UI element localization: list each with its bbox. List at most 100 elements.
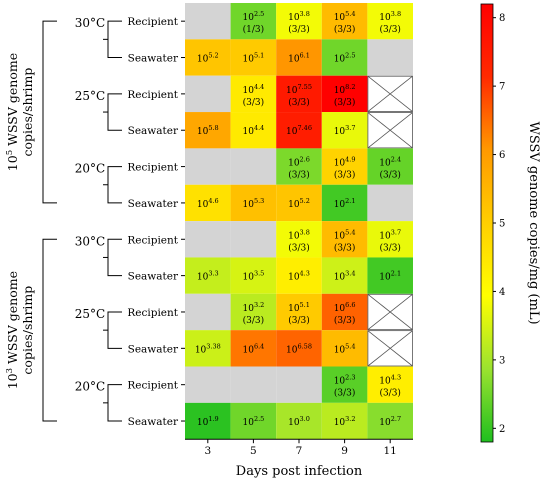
heatmap-cell [230, 75, 277, 113]
cell-no-data [185, 75, 231, 113]
cell-excluded-cross [367, 293, 413, 330]
cell-value-label: 106.58 [286, 342, 312, 355]
group-label: 103 WSSV genome [5, 271, 20, 389]
cell-value-label: 102.5 [243, 415, 265, 428]
cell-value-label: 105.4 [334, 342, 356, 355]
colorbar-tick-label: 7 [499, 82, 505, 93]
temperature-bracket [107, 311, 122, 349]
cell-value-label: 102.3 [334, 374, 356, 387]
cell-value-label: 107.46 [286, 124, 312, 137]
cell-value-label: 105.4 [334, 228, 356, 241]
x-tick-label: 9 [341, 445, 348, 457]
temperature-label: 30°C [75, 234, 105, 248]
cell-count-label: (3/3) [379, 170, 401, 181]
temperature-bracket [107, 20, 122, 59]
cell-value-label: 103.38 [195, 342, 221, 355]
cell-excluded-cross [367, 330, 413, 367]
heatmap-cell [367, 148, 413, 185]
colorbar-tick-label: 5 [499, 219, 505, 230]
heatmap-cell [276, 184, 322, 222]
heatmap-cell [276, 330, 322, 367]
row-labels: Recipient Seawater 30°C Recipient Seawater 25… [5, 16, 185, 428]
heatmap-cell [276, 3, 322, 40]
cell-value-label: 102.5 [334, 52, 356, 65]
cell-no-data [185, 3, 231, 40]
group-label: 105 WSSV genome [5, 53, 20, 171]
heatmap-cell [276, 402, 322, 440]
heatmap-cell [185, 330, 231, 367]
cell-no-data [230, 366, 277, 403]
cell-excluded-cross [367, 75, 413, 112]
cell-count-label: (3/3) [243, 97, 265, 108]
heatmap-cell [321, 148, 368, 185]
heatmap-cell [367, 402, 413, 440]
heatmap-cell [230, 39, 277, 76]
cell-value-label: 103.7 [379, 228, 401, 241]
heatmap-cell [230, 112, 277, 149]
row-label: Seawater [128, 125, 179, 137]
heatmap-cell [185, 112, 231, 149]
heatmap-cell [230, 184, 277, 222]
heatmap-cell [321, 184, 368, 222]
x-axis-title: Days post infection [236, 464, 363, 479]
cell-value-label: 106.6 [334, 301, 356, 314]
cell-count-label: (3/3) [334, 315, 356, 326]
cell-value-label: 103.0 [288, 415, 310, 428]
cell-count-label: (3/3) [288, 315, 310, 326]
temperature-label: 30°C [75, 16, 105, 30]
row-label: Seawater [128, 343, 179, 355]
heatmap-cell [230, 3, 277, 40]
group-bracket [42, 20, 57, 204]
heatmap-cell [276, 257, 322, 294]
cell-value-label: 104.3 [379, 374, 401, 387]
colorbar-gradient [480, 3, 494, 443]
cell-no-data [185, 366, 231, 403]
cell-count-label: (1/3) [243, 24, 265, 35]
colorbar-tick-label: 3 [499, 355, 505, 366]
cell-value-label: 104.9 [334, 156, 356, 169]
cell-value-label: 104.4 [243, 124, 265, 137]
cell-value-label: 103.2 [243, 301, 265, 314]
heatmap-cell [185, 184, 231, 222]
cell-count-label: (3/3) [379, 388, 401, 399]
cell-value-label: 105.2 [288, 197, 310, 210]
row-label: Seawater [128, 53, 179, 65]
heatmap-cell [321, 293, 368, 331]
cell-no-data [185, 148, 231, 185]
colorbar: 2 3 4 5 6 7 8 WSSV genome copies/mg (mL) [480, 3, 541, 443]
cell-value-label: 103.4 [334, 270, 356, 283]
temperature-label: 25°C [75, 307, 105, 321]
heatmap-cell [367, 221, 413, 258]
heatmap-cell [321, 3, 368, 40]
cell-value-label: 105.4 [334, 10, 356, 23]
cell-no-data [230, 221, 277, 258]
cell-count-label: (3/3) [288, 170, 310, 181]
cell-value-label: 105.1 [288, 301, 310, 314]
cell-no-data [367, 39, 413, 76]
heatmap-cells: 102.5(1/3)103.8(3/3)105.4(3/3)103.8(3/3)… [185, 3, 413, 440]
cell-value-label: 101.9 [197, 415, 219, 428]
cell-value-label: 108.2 [334, 83, 356, 96]
cell-value-label: 103.8 [288, 10, 310, 23]
colorbar-tick-label: 8 [499, 13, 505, 24]
cell-count-label: (3/3) [379, 24, 401, 35]
cell-value-label: 106.4 [243, 342, 265, 355]
heatmap-cell [321, 221, 368, 258]
heatmap-cell [276, 293, 322, 331]
cell-value-label: 103.8 [379, 10, 401, 23]
row-label: Recipient [127, 307, 178, 319]
row-label: Seawater [128, 416, 179, 428]
cell-value-label: 104.6 [197, 197, 219, 210]
heatmap-cell [321, 39, 368, 76]
cell-value-label: 102.4 [379, 156, 401, 169]
heatmap-cell [276, 221, 322, 258]
heatmap-cell [276, 75, 322, 113]
cell-value-label: 102.1 [379, 270, 401, 283]
cell-value-label: 107.55 [286, 83, 312, 96]
heatmap-cell [367, 3, 413, 40]
x-tick-label: 7 [296, 445, 303, 457]
x-tick-label: 11 [384, 445, 397, 457]
row-label: Recipient [127, 380, 178, 392]
cell-no-data [185, 221, 231, 258]
